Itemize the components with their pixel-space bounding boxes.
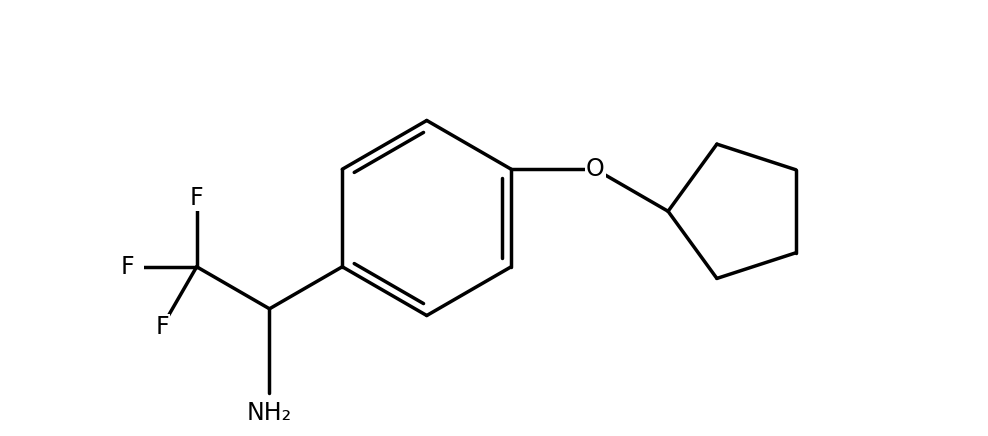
Text: F: F [190,186,204,210]
Text: F: F [121,255,134,279]
Text: F: F [155,315,169,339]
Text: NH₂: NH₂ [247,401,292,425]
Text: O: O [586,157,605,181]
